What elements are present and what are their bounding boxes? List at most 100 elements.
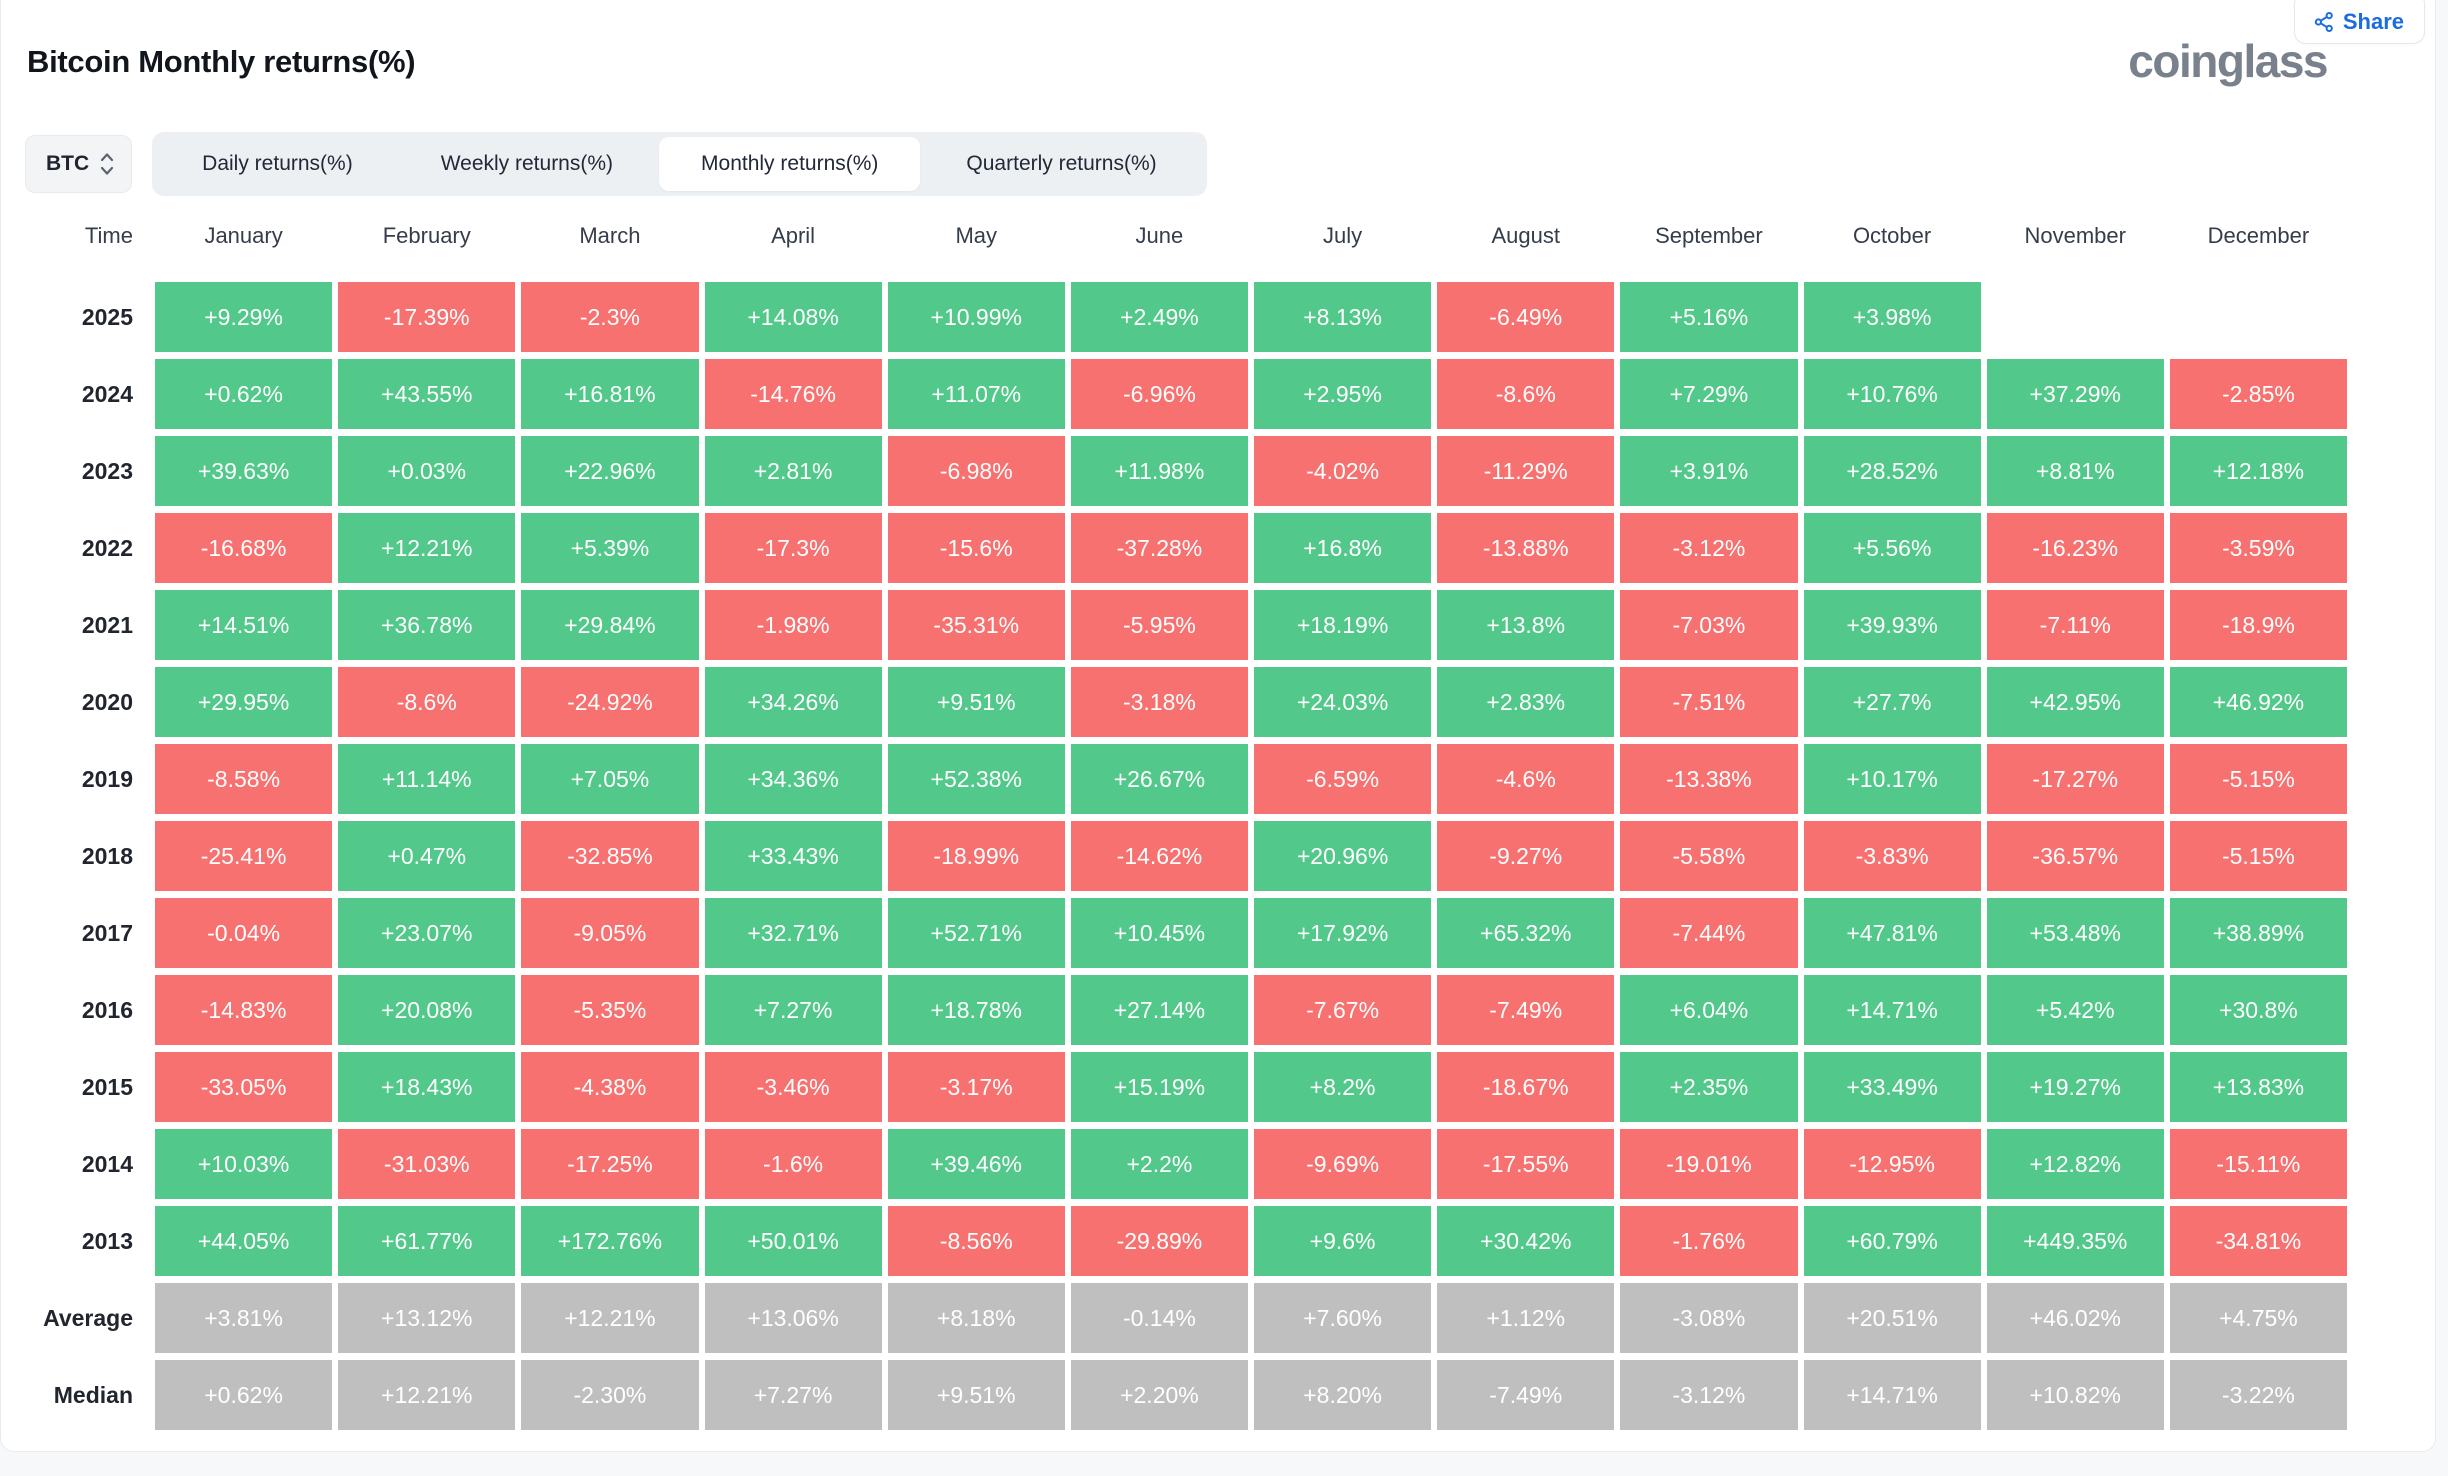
- symbol-select[interactable]: BTC: [25, 135, 133, 193]
- return-cell: +27.14%: [1070, 975, 1248, 1045]
- return-cell: +3.91%: [1620, 436, 1798, 506]
- coinglass-logo: coinglass: [2128, 35, 2328, 87]
- return-cell: -5.58%: [1620, 821, 1798, 891]
- return-cell: +22.96%: [521, 436, 699, 506]
- tab-weekly[interactable]: Weekly returns(%): [399, 132, 655, 196]
- return-cell: +39.93%: [1803, 590, 1981, 660]
- return-cell: -33.05%: [155, 1052, 333, 1122]
- table-row: 2023 +39.63% +0.03% +22.96% +2.81% -6.98% +11.…: [25, 436, 2347, 506]
- row-label-2015: 2015: [81, 1073, 133, 1100]
- column-header-september: September: [1655, 223, 1763, 248]
- return-cell: -13.38%: [1620, 744, 1798, 814]
- column-header-time: Time: [84, 223, 133, 248]
- row-label-2022: 2022: [81, 534, 133, 561]
- return-cell: +10.17%: [1803, 744, 1981, 814]
- return-cell: -17.3%: [704, 513, 882, 583]
- table-row: 2020 +29.95% -8.6% -24.92% +34.26% +9.51% -3.1…: [25, 667, 2347, 737]
- return-cell: +9.51%: [887, 667, 1065, 737]
- table-row: 2015 -33.05% +18.43% -4.38% -3.46% -3.17% +15.…: [25, 1052, 2347, 1122]
- return-cell: -14.62%: [1070, 821, 1248, 891]
- return-cell: -2.30%: [521, 1360, 699, 1430]
- column-header-april: April: [771, 223, 816, 248]
- return-cell: -5.15%: [2169, 744, 2347, 814]
- row-label-average: Average: [43, 1304, 133, 1331]
- return-cell: -16.68%: [155, 513, 333, 583]
- return-cell: -7.49%: [1437, 1360, 1615, 1430]
- return-cell: +50.01%: [704, 1206, 882, 1276]
- tab-quarterly[interactable]: Quarterly returns(%): [924, 132, 1198, 196]
- tab-daily[interactable]: Daily returns(%): [160, 132, 395, 196]
- row-label-2017: 2017: [81, 919, 133, 946]
- return-cell: +46.02%: [1986, 1283, 2164, 1353]
- return-cell: +9.51%: [887, 1360, 1065, 1430]
- tab-monthly[interactable]: Monthly returns(%): [659, 137, 921, 191]
- return-cell: +3.98%: [1803, 282, 1981, 352]
- row-label-2024: 2024: [81, 380, 133, 407]
- return-cell: +12.21%: [338, 513, 516, 583]
- return-cell: +8.2%: [1254, 1052, 1432, 1122]
- return-cell: +0.47%: [338, 821, 516, 891]
- return-cell: +2.20%: [1070, 1360, 1248, 1430]
- return-cell: -15.6%: [887, 513, 1065, 583]
- return-cell: +7.27%: [704, 1360, 882, 1430]
- return-cell: -7.51%: [1620, 667, 1798, 737]
- return-cell: -12.95%: [1803, 1129, 1981, 1199]
- return-cell: -36.57%: [1986, 821, 2164, 891]
- return-cell: -24.92%: [521, 667, 699, 737]
- return-cell: -3.22%: [2169, 1360, 2347, 1430]
- return-cell: +5.16%: [1620, 282, 1798, 352]
- column-header-november: November: [2024, 223, 2126, 248]
- return-cell: -0.14%: [1070, 1283, 1248, 1353]
- table-row: 2019 -8.58% +11.14% +7.05% +34.36% +52.38% +26…: [25, 744, 2347, 814]
- return-cell: +65.32%: [1437, 898, 1615, 968]
- return-cell: +2.35%: [1620, 1052, 1798, 1122]
- return-cell: +10.45%: [1070, 898, 1248, 968]
- return-cell: -5.35%: [521, 975, 699, 1045]
- return-cell: +13.06%: [704, 1283, 882, 1353]
- return-cell: -9.27%: [1437, 821, 1615, 891]
- return-cell: -3.12%: [1620, 513, 1798, 583]
- return-cell: +0.62%: [155, 359, 333, 429]
- return-cell: -7.67%: [1254, 975, 1432, 1045]
- return-cell: -17.39%: [338, 282, 516, 352]
- return-cell: +36.78%: [338, 590, 516, 660]
- return-cell: -2.85%: [2169, 359, 2347, 429]
- row-label-2025: 2025: [81, 303, 133, 330]
- return-cell: -14.76%: [704, 359, 882, 429]
- table-header-row: Time January February March April May June July…: [25, 212, 2347, 260]
- return-cell: +172.76%: [521, 1206, 699, 1276]
- table-row: Median +0.62% +12.21% -2.30% +7.27% +9.51% +2.…: [25, 1360, 2347, 1430]
- return-cell: -19.01%: [1620, 1129, 1798, 1199]
- return-cell: +4.75%: [2169, 1283, 2347, 1353]
- return-cell: -29.89%: [1070, 1206, 1248, 1276]
- return-cell: +17.92%: [1254, 898, 1432, 968]
- return-cell: +14.71%: [1803, 975, 1981, 1045]
- return-cell: +7.05%: [521, 744, 699, 814]
- share-button[interactable]: Share: [2293, 0, 2425, 44]
- return-cell: -8.56%: [887, 1206, 1065, 1276]
- return-cell: +61.77%: [338, 1206, 516, 1276]
- table-row: 2025 +9.29% -17.39% -2.3% +14.08% +10.99% +2.4…: [25, 282, 2347, 352]
- return-cell: +39.63%: [155, 436, 333, 506]
- row-label-2018: 2018: [81, 842, 133, 869]
- return-cell: +52.38%: [887, 744, 1065, 814]
- return-cell: -3.46%: [704, 1052, 882, 1122]
- return-cell: -9.05%: [521, 898, 699, 968]
- table-row: 2024 +0.62% +43.55% +16.81% -14.76% +11.07% -6…: [25, 359, 2347, 429]
- return-cell: +13.12%: [338, 1283, 516, 1353]
- return-cell: +10.99%: [887, 282, 1065, 352]
- controls-row: BTC Daily returns(%) Weekly returns(%) Mon…: [25, 132, 1207, 196]
- return-cell: +12.18%: [2169, 436, 2347, 506]
- return-cell: +7.29%: [1620, 359, 1798, 429]
- row-label-2020: 2020: [81, 688, 133, 715]
- return-cell: +34.26%: [704, 667, 882, 737]
- column-header-march: March: [579, 223, 641, 248]
- return-cell: +3.81%: [155, 1283, 333, 1353]
- table-row: 2013 +44.05% +61.77% +172.76% +50.01% -8.56% -…: [25, 1206, 2347, 1276]
- return-cell: -4.6%: [1437, 744, 1615, 814]
- row-label-2016: 2016: [81, 996, 133, 1023]
- return-cell: +8.18%: [887, 1283, 1065, 1353]
- row-label-2013: 2013: [81, 1227, 133, 1254]
- return-cell: -4.02%: [1254, 436, 1432, 506]
- return-cell: -31.03%: [338, 1129, 516, 1199]
